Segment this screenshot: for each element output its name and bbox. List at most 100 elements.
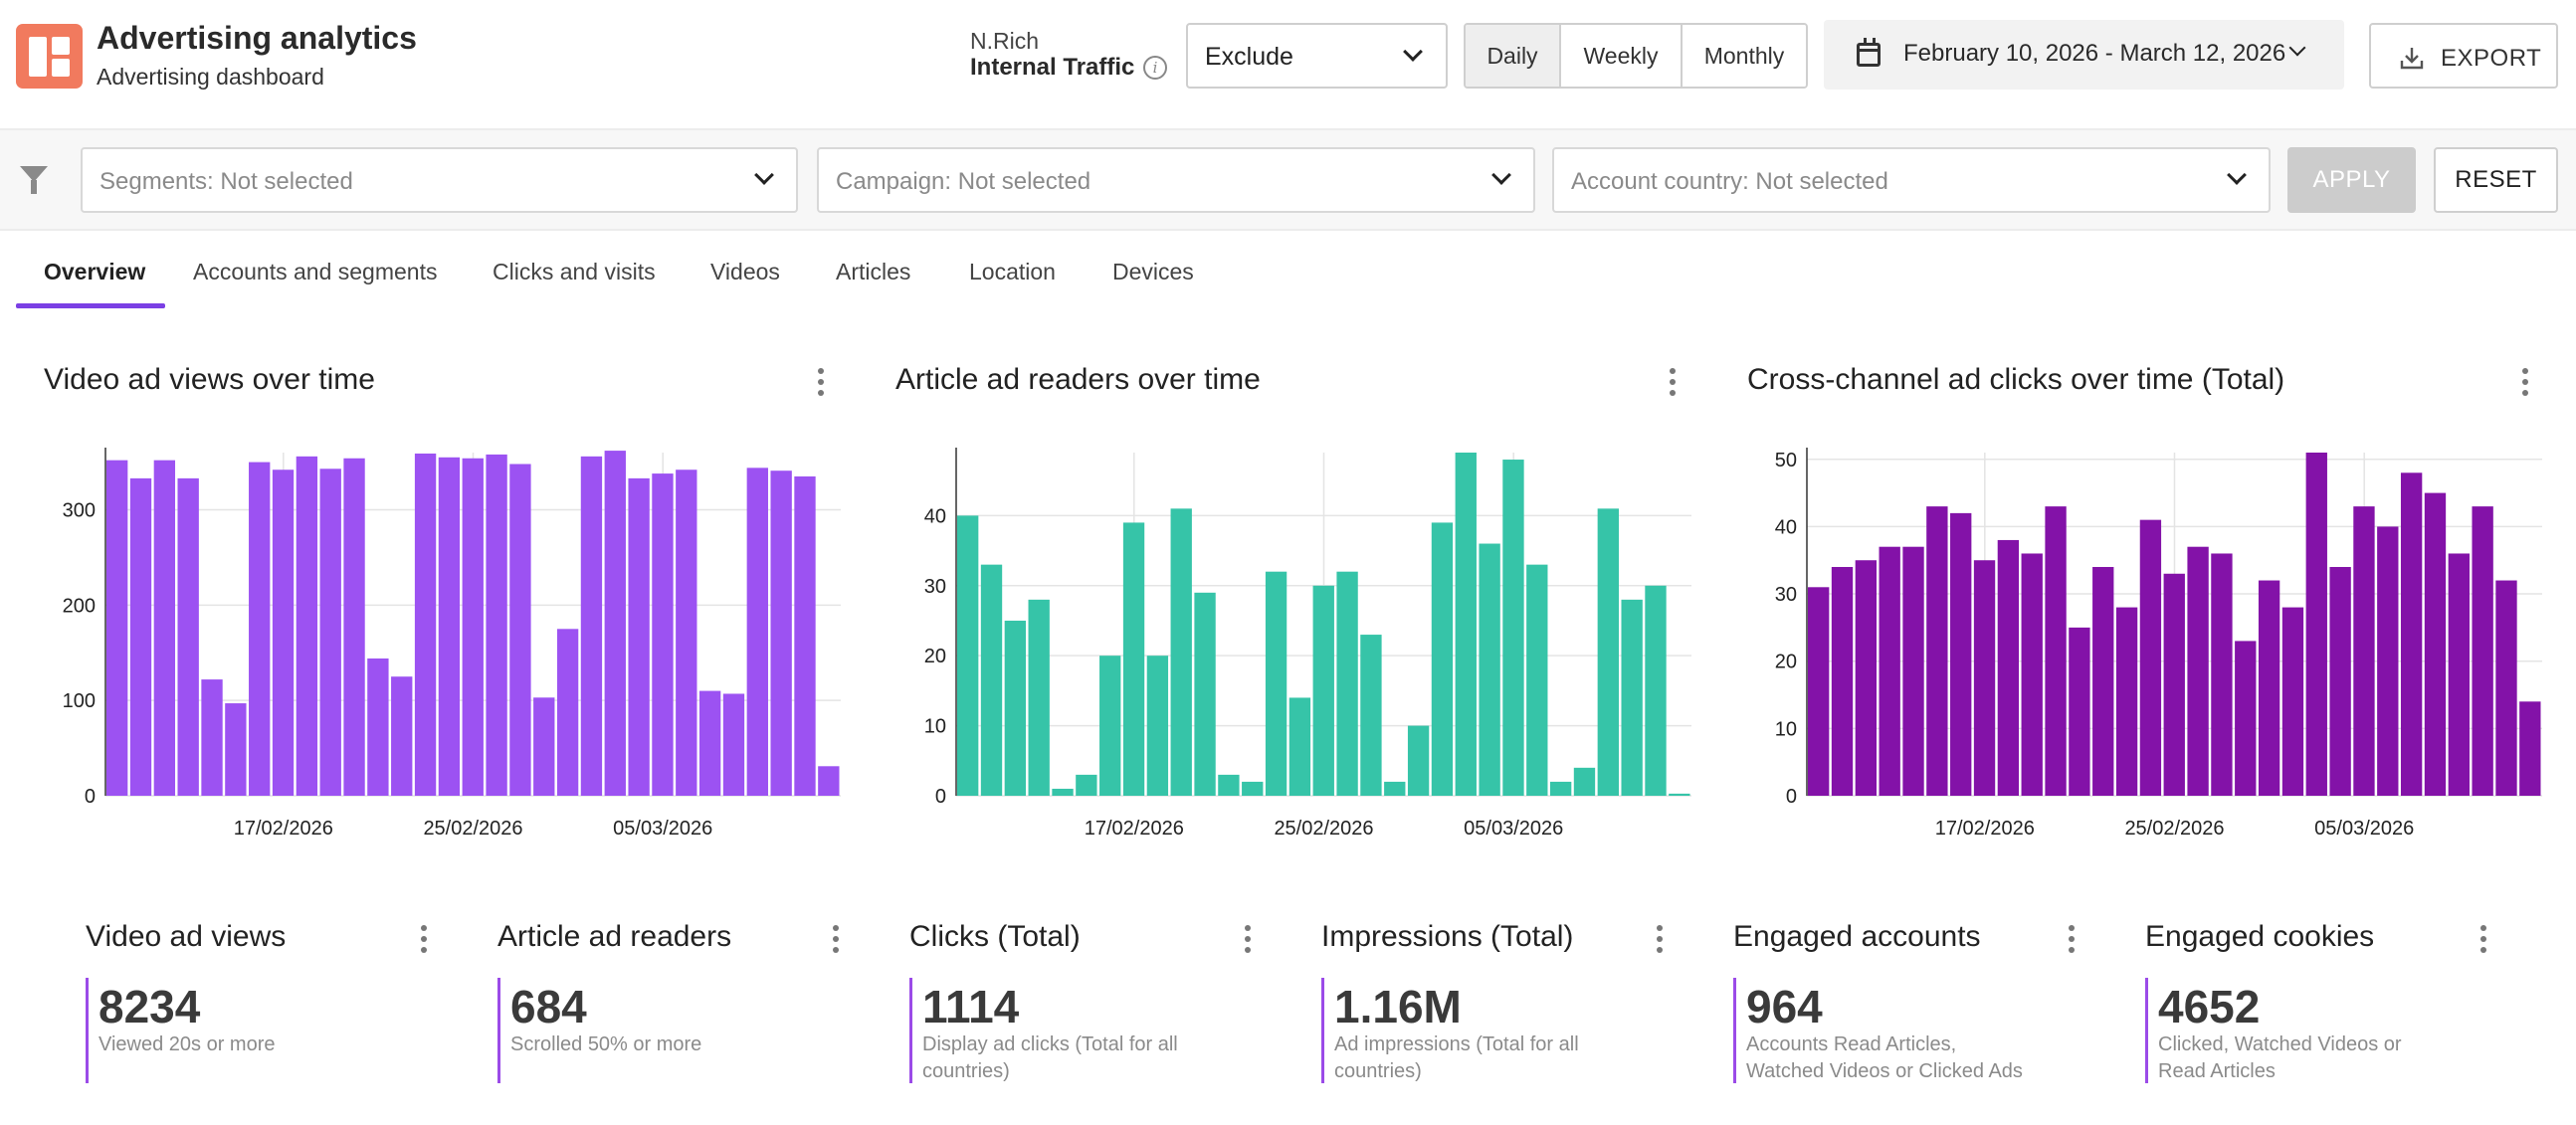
period-monthly-button[interactable]: Monthly (1683, 25, 1806, 87)
bar[interactable] (2092, 567, 2114, 796)
bar[interactable] (1431, 522, 1454, 796)
kpi-menu-icon[interactable] (421, 925, 429, 958)
segments-select[interactable]: Segments: Not selected (81, 147, 798, 213)
tab-overview[interactable]: Overview (44, 259, 146, 284)
bar[interactable] (1831, 567, 1854, 796)
account-country-select[interactable]: Account country: Not selected (1552, 147, 2271, 213)
bar[interactable] (2495, 580, 2517, 796)
kpi-menu-icon[interactable] (1657, 925, 1665, 958)
bar[interactable] (319, 469, 341, 796)
bar[interactable] (1645, 585, 1667, 796)
bar[interactable] (2472, 506, 2493, 796)
bar[interactable] (1265, 571, 1288, 796)
bar[interactable] (556, 629, 579, 796)
bar[interactable] (2519, 701, 2541, 796)
export-button[interactable]: EXPORT (2369, 23, 2558, 89)
bar[interactable] (2305, 453, 2327, 796)
bar[interactable] (676, 469, 697, 796)
bar[interactable] (1502, 460, 1524, 796)
bar[interactable] (1526, 564, 1548, 796)
bar[interactable] (177, 477, 199, 796)
bar[interactable] (746, 468, 768, 796)
bar[interactable] (580, 456, 603, 796)
bar[interactable] (2235, 641, 2257, 796)
bar[interactable] (272, 469, 295, 796)
bar[interactable] (1808, 587, 1830, 796)
bar[interactable] (1902, 546, 1924, 796)
bar[interactable] (462, 458, 484, 796)
bar[interactable] (2400, 472, 2423, 796)
bar[interactable] (2211, 553, 2233, 796)
bar[interactable] (486, 454, 507, 796)
bar[interactable] (1242, 781, 1264, 796)
bar[interactable] (1549, 781, 1572, 796)
reset-button[interactable]: RESET (2434, 147, 2558, 213)
bar[interactable] (2045, 506, 2067, 796)
bar[interactable] (2448, 553, 2470, 796)
date-range-picker[interactable]: February 10, 2026 - March 12, 2026 (1824, 20, 2344, 90)
bar[interactable] (722, 693, 745, 796)
bar[interactable] (628, 477, 650, 796)
bar[interactable] (2353, 506, 2375, 796)
bar[interactable] (2115, 607, 2138, 796)
video-chart-menu-icon[interactable] (818, 368, 826, 401)
bar[interactable] (1028, 599, 1050, 796)
bar[interactable] (2424, 492, 2447, 796)
bar[interactable] (1052, 788, 1074, 796)
bar[interactable] (794, 475, 816, 796)
kpi-menu-icon[interactable] (1245, 925, 1253, 958)
bar[interactable] (106, 460, 128, 796)
bar[interactable] (367, 658, 389, 796)
bar[interactable] (249, 462, 271, 796)
bar[interactable] (1997, 539, 2020, 796)
bar[interactable] (698, 690, 721, 796)
bar[interactable] (225, 703, 247, 796)
bar[interactable] (1122, 522, 1145, 796)
tab-articles[interactable]: Articles (836, 259, 911, 284)
bar[interactable] (201, 679, 223, 796)
bar[interactable] (129, 477, 152, 796)
campaign-select[interactable]: Campaign: Not selected (817, 147, 1535, 213)
bar[interactable] (1669, 793, 1690, 796)
bar[interactable] (818, 766, 840, 796)
tab-devices[interactable]: Devices (1112, 259, 1194, 284)
bar[interactable] (1288, 697, 1311, 796)
bar[interactable] (1455, 453, 1477, 796)
bar[interactable] (1384, 781, 1406, 796)
bar[interactable] (2163, 573, 2185, 796)
bar[interactable] (1194, 592, 1216, 796)
bar[interactable] (1926, 506, 1948, 796)
tab-accounts-and-segments[interactable]: Accounts and segments (193, 259, 438, 284)
bar[interactable] (2139, 519, 2162, 796)
bar[interactable] (296, 456, 318, 796)
bar[interactable] (2258, 580, 2280, 796)
bar[interactable] (1973, 560, 1996, 796)
bar[interactable] (414, 453, 437, 796)
bar[interactable] (604, 451, 626, 796)
bar[interactable] (153, 460, 176, 796)
tab-clicks-and-visits[interactable]: Clicks and visits (493, 259, 656, 284)
bar[interactable] (770, 470, 792, 796)
tab-videos[interactable]: Videos (710, 259, 780, 284)
bar[interactable] (1360, 635, 1382, 796)
bar[interactable] (1855, 560, 1878, 796)
bar[interactable] (509, 464, 531, 797)
bar[interactable] (533, 697, 555, 796)
bar[interactable] (652, 473, 674, 796)
apply-button[interactable]: APPLY (2287, 147, 2416, 213)
bar[interactable] (1099, 656, 1121, 796)
kpi-menu-icon[interactable] (2069, 925, 2077, 958)
clicks-chart-menu-icon[interactable] (2522, 368, 2530, 401)
bar[interactable] (2377, 526, 2399, 796)
bar[interactable] (1312, 585, 1334, 796)
bar[interactable] (1336, 571, 1358, 796)
info-icon[interactable]: i (1143, 56, 1167, 80)
bar[interactable] (1597, 508, 1619, 796)
bar[interactable] (1407, 725, 1430, 796)
bar[interactable] (957, 515, 979, 796)
bar[interactable] (1004, 620, 1027, 796)
period-weekly-button[interactable]: Weekly (1561, 25, 1683, 87)
tab-location[interactable]: Location (969, 259, 1056, 284)
bar[interactable] (2281, 607, 2304, 796)
article-chart-menu-icon[interactable] (1670, 368, 1678, 401)
